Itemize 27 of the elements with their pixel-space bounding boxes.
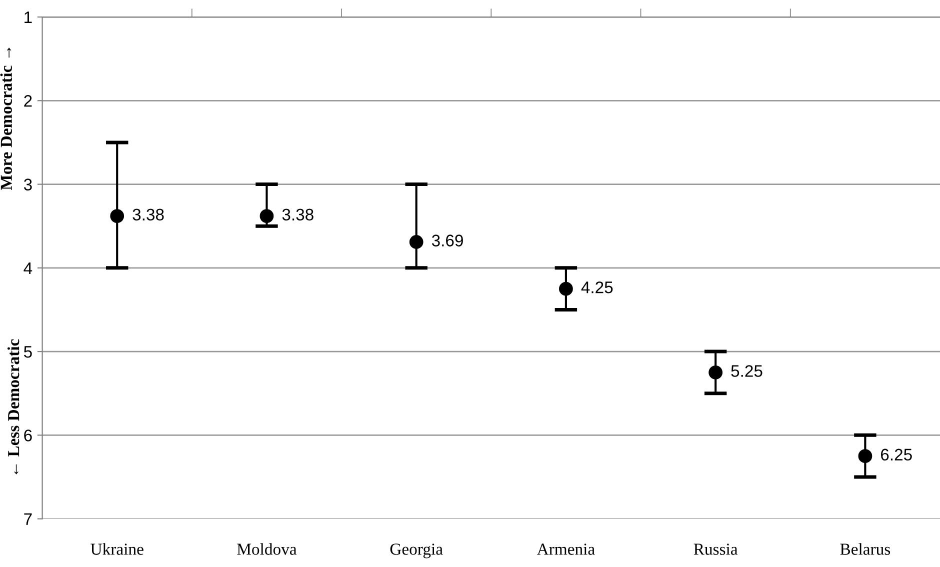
point bbox=[260, 209, 274, 223]
y-tick-label: 4 bbox=[24, 262, 32, 274]
x-tick-label: Belarus bbox=[840, 543, 890, 555]
y-tick-label: 5 bbox=[24, 346, 32, 358]
data-label: 6.25 bbox=[881, 448, 912, 461]
x-tick-label: Ukraine bbox=[90, 543, 144, 555]
x-tick-label: Georgia bbox=[390, 544, 443, 558]
y-tick-label: 3 bbox=[24, 178, 32, 190]
data-label: 3.38 bbox=[132, 208, 164, 221]
x-tick-label: Armenia bbox=[536, 544, 595, 555]
point bbox=[409, 235, 424, 249]
text: ← Less Democratic bbox=[7, 339, 20, 474]
data-label: 5.25 bbox=[731, 365, 762, 377]
y-tick-label: 2 bbox=[24, 95, 32, 107]
x-tick-label: Moldova bbox=[237, 543, 297, 555]
y-tick-label: 7 bbox=[24, 513, 32, 525]
point bbox=[708, 366, 723, 380]
data-label: 3.38 bbox=[282, 208, 314, 221]
data-label: 4.25 bbox=[581, 281, 613, 294]
point bbox=[858, 449, 872, 464]
data-label: 3.69 bbox=[432, 234, 463, 246]
y-tick-label: 1 bbox=[24, 12, 32, 24]
y-tick-label: 6 bbox=[24, 430, 32, 442]
y-axis-title: More Democratic → bbox=[0, 48, 12, 190]
x-tick-label: Russia bbox=[694, 544, 738, 555]
point bbox=[110, 209, 124, 223]
point bbox=[559, 282, 573, 296]
